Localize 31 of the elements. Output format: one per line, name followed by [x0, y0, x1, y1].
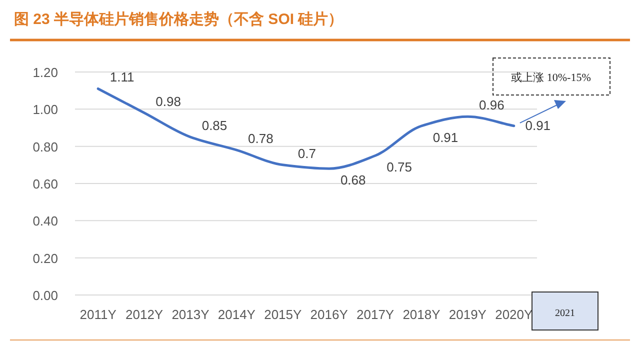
data-label: 0.78: [248, 131, 274, 146]
data-label: 0.96: [479, 98, 504, 113]
data-label: 0.75: [386, 160, 412, 175]
x-tick-label: 2011Y: [80, 307, 117, 322]
data-label: 0.7: [298, 146, 316, 161]
x-tick-label: 2015Y: [264, 307, 302, 322]
data-label: 0.91: [525, 118, 551, 133]
x-tick-label: 2016Y: [310, 307, 348, 322]
y-tick-label: 1.00: [32, 102, 58, 118]
x-tick-label: 2018Y: [402, 307, 441, 322]
y-tick-label: 1.20: [32, 65, 58, 80]
data-label: 0.68: [340, 172, 366, 188]
y-tick-label: 0.00: [32, 288, 58, 303]
text: 2021: [555, 308, 575, 319]
x-tick-label: 2013Y: [172, 307, 210, 322]
data-label: 0.91: [432, 130, 458, 145]
line-series: [96, 87, 516, 170]
chart-title: 图 23 半导体硅片销售价格走势（不含 SOI 硅片）: [14, 11, 344, 28]
x-tick-label: 2017Y: [356, 307, 394, 322]
y-tick-label: 0.60: [32, 176, 58, 192]
data-label: 0.85: [202, 118, 228, 134]
y-tick-label: 0.40: [32, 214, 58, 229]
y-tick-label: 0.80: [32, 139, 58, 154]
x-tick-label: 2012Y: [126, 307, 164, 322]
x-tick-label: 2014Y: [218, 307, 256, 322]
annotation: 或上涨 10%-15%: [511, 71, 591, 84]
data-label: 0.98: [156, 94, 181, 109]
data-label: 1.11: [110, 70, 134, 85]
y-tick-label: 0.20: [32, 250, 58, 266]
x-tick-label: 2019Y: [448, 307, 487, 322]
x-tick-label: 2020Y: [495, 307, 534, 322]
